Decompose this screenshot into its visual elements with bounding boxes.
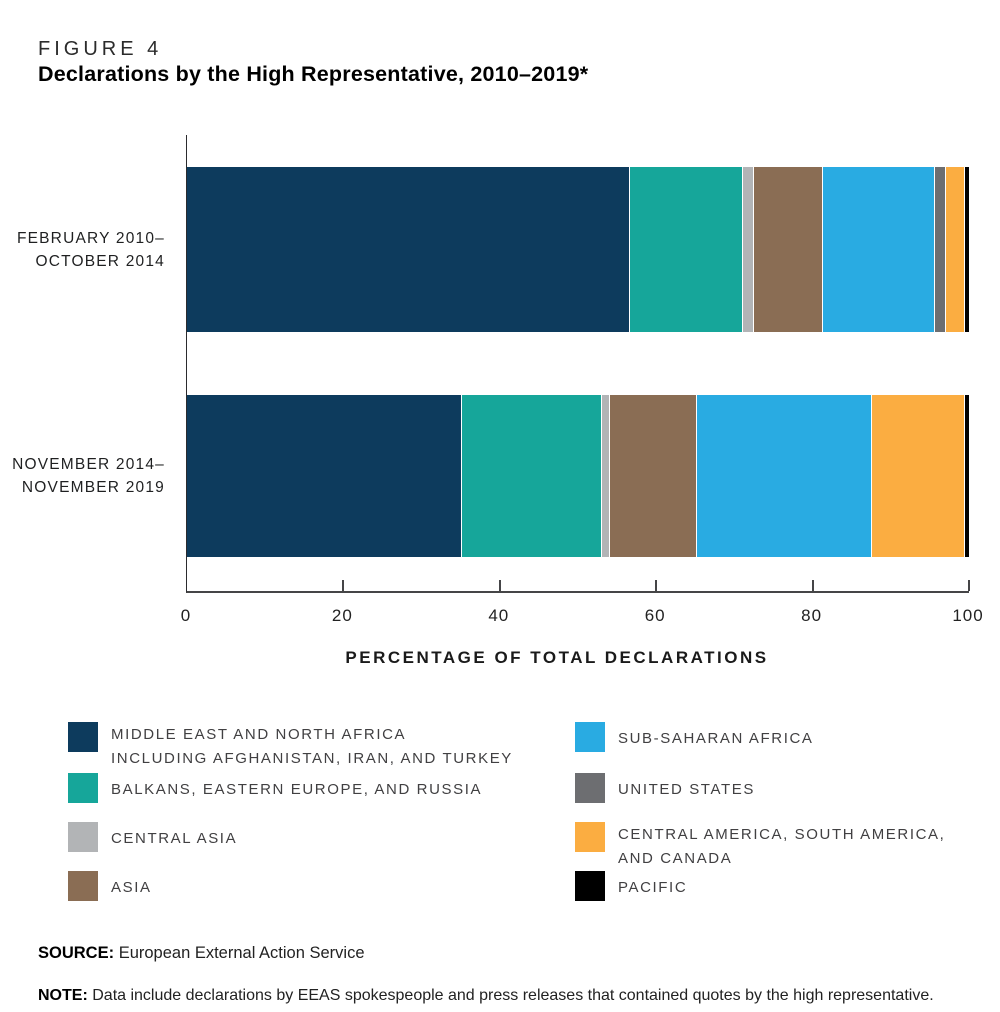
legend-label: PACIFIC [618, 879, 688, 896]
bar-segment-asia [753, 167, 823, 332]
bar-segment-middle-east-and-north-africa-including-afg [187, 395, 463, 557]
bar-segment-sub-saharan-africa [696, 395, 872, 557]
legend-label: BALKANS, EASTERN EUROPE, AND RUSSIA [111, 781, 483, 798]
legend-item-sub-saharan-africa: SUB-SAHARAN AFRICA [575, 722, 814, 752]
legend-item-central-america-south-america-and-canada: CENTRAL AMERICA, SOUTH AMERICA, AND CANAD… [575, 822, 945, 871]
source-label: SOURCE: [38, 944, 115, 962]
legend-swatch-pacific [575, 871, 605, 901]
plot-area [186, 135, 970, 593]
x-axis-tick-label-100: 100 [952, 606, 984, 625]
source-line: SOURCE: European External Action Service [38, 944, 365, 963]
x-axis-tick-label-20: 20 [331, 606, 353, 625]
bar-segment-balkans-eastern-europe-and-russia [629, 167, 743, 332]
note-label: NOTE: [38, 987, 88, 1004]
x-axis-title: PERCENTAGE OF TOTAL DECLARATIONS [345, 648, 769, 667]
bar-segment-central-asia [742, 167, 754, 332]
legend-swatch-central-america-south-america-and-canada [575, 822, 605, 852]
x-axis-tick-60 [655, 580, 658, 591]
legend-item-united-states: UNITED STATES [575, 773, 755, 803]
legend-swatch-central-asia [68, 822, 98, 852]
legend-label: SUB-SAHARAN AFRICA [618, 730, 814, 747]
source-text: European External Action Service [118, 944, 365, 962]
x-axis-tick-40 [498, 580, 501, 591]
category-label-line: NOVEMBER 2014– [12, 456, 165, 473]
x-axis-tick-label-40: 40 [488, 606, 510, 625]
bar-segment-middle-east-and-north-africa-including-afg [187, 167, 630, 332]
category-label-nov-2014-nov-2019: NOVEMBER 2014– NOVEMBER 2019 [12, 453, 165, 499]
bar-segment-pacific [965, 395, 969, 557]
x-axis-tick-label-80: 80 [801, 606, 823, 625]
legend-swatch-middle-east-and-north-africa-including-afg [68, 722, 98, 752]
bar-feb-2010-oct-2014 [187, 167, 969, 332]
legend-label: UNITED STATES [618, 781, 755, 798]
legend-item-middle-east-and-north-africa-including-afg: MIDDLE EAST AND NORTH AFRICA INCLUDING AF… [68, 722, 513, 771]
legend-item-asia: ASIA [68, 871, 152, 901]
x-axis-tick-100 [968, 580, 970, 591]
legend-swatch-asia [68, 871, 98, 901]
x-axis-tick-label-60: 60 [644, 606, 666, 625]
legend-swatch-united-states [575, 773, 605, 803]
legend-item-balkans-eastern-europe-and-russia: BALKANS, EASTERN EUROPE, AND RUSSIA [68, 773, 482, 803]
category-label-line: FEBRUARY 2010– [16, 230, 165, 247]
bar-segment-asia [610, 395, 697, 557]
legend-swatch-sub-saharan-africa [575, 722, 605, 752]
x-axis-tick-20 [342, 580, 345, 591]
x-axis-tick-80 [811, 580, 814, 591]
category-label-line: NOVEMBER 2019 [21, 479, 165, 496]
chart-title: Declarations by the High Representative,… [38, 62, 589, 86]
category-label-line: OCTOBER 2014 [35, 253, 165, 270]
x-axis-tick-labels: 0 20 40 60 80 100 [181, 606, 983, 628]
bar-segment-pacific [965, 167, 969, 332]
legend-label: CENTRAL AMERICA, SOUTH AMERICA, AND CANAD… [618, 826, 946, 867]
legend-swatch-balkans-eastern-europe-and-russia [68, 773, 98, 803]
legend-label: MIDDLE EAST AND NORTH AFRICA INCLUDING AF… [111, 726, 513, 767]
category-label-feb-2010-oct-2014: FEBRUARY 2010– OCTOBER 2014 [17, 227, 165, 273]
legend-label: ASIA [111, 879, 152, 896]
bar-segment-balkans-eastern-europe-and-russia [462, 395, 603, 557]
bar-segment-central-america-south-america-and-canada [871, 395, 966, 557]
legend-item-central-asia: CENTRAL ASIA [68, 822, 237, 852]
legend-label: CENTRAL ASIA [111, 830, 238, 847]
bar-segment-sub-saharan-africa [822, 167, 936, 332]
note-text: Data include declarations by EEAS spokes… [92, 987, 934, 1004]
x-axis-tick-label-0: 0 [180, 606, 192, 625]
bar-nov-2014-nov-2019 [187, 395, 969, 557]
note-line: NOTE: Data include declarations by EEAS … [38, 987, 934, 1005]
bar-segment-central-asia [602, 395, 611, 557]
figure-label: FIGURE 4 [38, 38, 163, 60]
bar-segment-united-states [935, 167, 947, 332]
bar-segment-central-america-south-america-and-canada [946, 167, 966, 332]
legend-item-pacific: PACIFIC [575, 871, 687, 901]
